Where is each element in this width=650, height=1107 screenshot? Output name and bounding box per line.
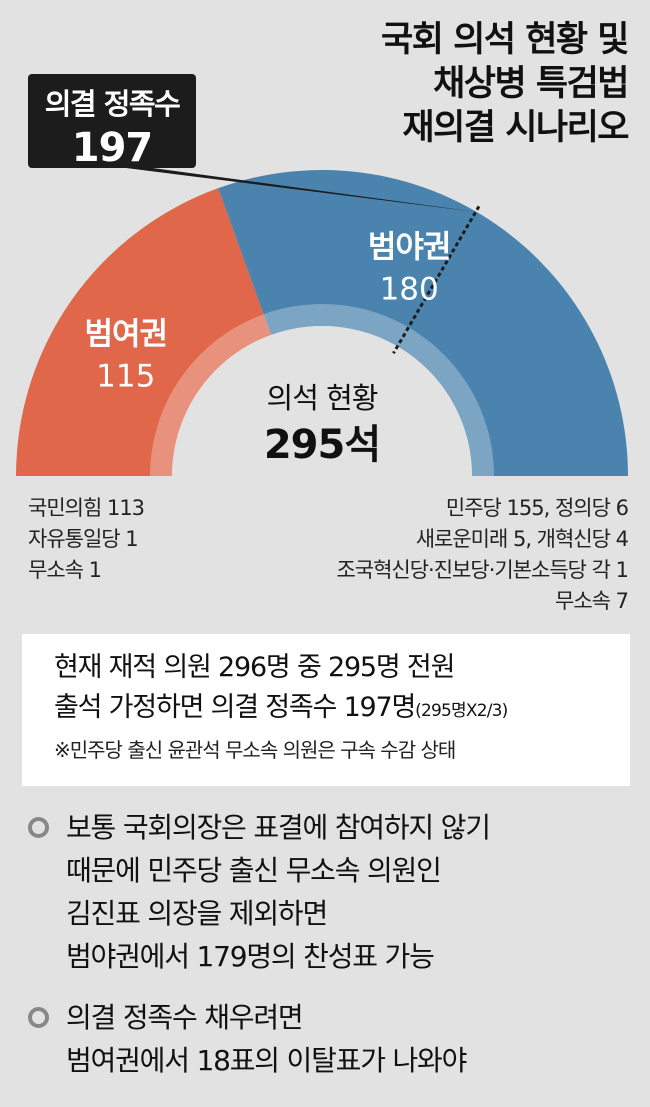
center-label: 의석 현황 [267, 381, 378, 415]
legend-item: 민주당 155, 정의당 6 [445, 496, 629, 520]
note-footnote: ※민주당 출신 윤관석 무소속 의원은 구속 수감 상태 [54, 738, 456, 762]
inner-ring-band [150, 304, 494, 476]
quorum-note-box: 현재 재적 의원 296명 중 295명 전원 출석 가정하면 의결 정족수 1… [22, 634, 630, 786]
legend-item: 자유통일당 1 [28, 527, 139, 551]
note-line-1: 현재 재적 의원 296명 중 295명 전원 [54, 652, 455, 683]
note-line-2-main: 출석 가정하면 의결 정족수 197명 [54, 692, 416, 723]
ruling-bloc-value: 115 [96, 358, 155, 394]
bullet-point: 보통 국회의장은 표결에 참여하지 않기 때문에 민주당 출신 무소속 의원인 … [28, 806, 491, 978]
opposition-bloc-arc [218, 170, 628, 476]
ruling-bloc-breakdown: 국민의힘 113 자유통일당 1 무소속 1 [28, 493, 145, 586]
bullet-line: 보통 국회의장은 표결에 참여하지 않기 [66, 811, 491, 844]
bullet-line: 범야권에서 179명의 찬성표 가능 [66, 940, 435, 973]
quorum-callout: 의결 정족수 197 [28, 74, 196, 171]
legend-item: 새로운미래 5, 개혁신당 4 [415, 527, 629, 551]
bullet-circle-icon [28, 1007, 49, 1028]
ruling-bloc-arc [16, 188, 272, 476]
opposition-bloc-label: 범야권 [368, 229, 451, 265]
legend-item: 무소속 7 [555, 589, 629, 613]
title-line-2: 채상병 특검법 [433, 64, 629, 104]
center-hole [172, 326, 472, 476]
bullet-line: 김진표 의장을 제외하면 [66, 897, 328, 930]
legend-item: 조국혁신당·진보당·기본소득당 각 1 [336, 558, 629, 582]
note-line-2: 출석 가정하면 의결 정족수 197명(295명X2/3) [54, 688, 630, 731]
bullet-line: 때문에 민주당 출신 무소속 의원인 [66, 854, 442, 887]
quorum-value: 197 [71, 125, 154, 171]
callout-pointer [110, 166, 479, 213]
quorum-label: 의결 정족수 [44, 87, 181, 121]
chart-title: 국회 의석 현황 및 채상병 특검법 재의결 시나리오 [381, 18, 629, 150]
opposition-bloc-breakdown: 민주당 155, 정의당 6 새로운미래 5, 개혁신당 4 조국혁신당·진보당… [336, 493, 629, 617]
bullet-point: 의결 정족수 채우려면 범여권에서 18표의 이탈표가 나와야 [28, 996, 467, 1082]
legend-item: 국민의힘 113 [28, 496, 145, 520]
note-formula: (295명X2/3) [415, 701, 508, 721]
bullet-line: 범여권에서 18표의 이탈표가 나와야 [66, 1044, 467, 1077]
legend-item: 무소속 1 [28, 558, 102, 582]
title-line-1: 국회 의석 현황 및 [381, 20, 629, 60]
half-donut-chart: 범여권 115 범야권 180 의석 현황 295석 [16, 166, 628, 476]
bullet-circle-icon [28, 817, 49, 838]
quorum-threshold-line [392, 205, 481, 355]
title-line-3: 재의결 시나리오 [402, 108, 629, 148]
bullet-line: 의결 정족수 채우려면 [66, 1001, 304, 1034]
opposition-bloc-value: 180 [380, 271, 439, 307]
ruling-bloc-label: 범여권 [84, 316, 167, 352]
center-total-seats: 295석 [264, 422, 380, 468]
